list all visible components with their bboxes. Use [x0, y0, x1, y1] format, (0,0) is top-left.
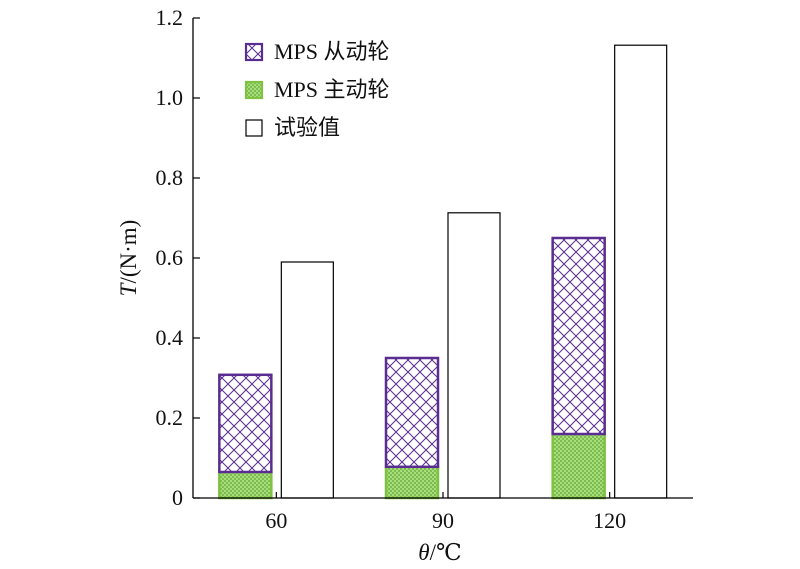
bar-mps-driving-90 — [384, 465, 440, 500]
x-axis-title-symbol: θ — [418, 540, 429, 565]
x-axis-title: θ/℃ — [418, 540, 461, 565]
x-axis-title-unit: /℃ — [430, 540, 462, 565]
legend-swatch-1 — [244, 80, 264, 100]
bar-mps-driven-120 — [551, 236, 606, 436]
y-axis-title: T/(N·m) — [116, 220, 141, 297]
bar-test-value-120 — [614, 44, 668, 499]
y-tick-label-0.4: 0.4 — [156, 325, 184, 350]
y-tick-label-1.0: 1.0 — [156, 85, 184, 110]
y-axis-title-symbol: T — [116, 281, 141, 296]
legend-label-1: MPS 主动轮 — [274, 77, 390, 102]
bar-test-value-90 — [447, 212, 501, 499]
legend-swatch-0 — [244, 42, 264, 62]
y-tick-label-0: 0 — [172, 485, 183, 510]
axes: 60 90 120 0 0.2 0.4 0.6 0.8 1.0 1.2 — [156, 5, 693, 533]
bar-mps-driven-60 — [218, 373, 273, 474]
legend-label-0: MPS 从动轮 — [274, 39, 390, 64]
y-axis-title-unit: /(N·m) — [116, 220, 141, 284]
x-tick-label-90: 90 — [432, 508, 454, 533]
x-tick-label-120: 120 — [593, 508, 626, 533]
bar-test-value-60 — [280, 261, 334, 499]
bar-mps-driven-90 — [384, 356, 440, 469]
plot-area — [218, 44, 668, 500]
y-tick-label-0.2: 0.2 — [156, 405, 184, 430]
bar-mps-driving-60 — [218, 470, 273, 500]
y-tick-label-1.2: 1.2 — [156, 5, 184, 30]
bar-mps-driving-120 — [551, 432, 606, 500]
x-tick-label-60: 60 — [265, 508, 287, 533]
legend-swatch-2 — [245, 119, 263, 137]
legend-label-2: 试验值 — [274, 115, 340, 140]
y-tick-label-0.8: 0.8 — [156, 165, 184, 190]
y-tick-label-0.6: 0.6 — [156, 245, 184, 270]
